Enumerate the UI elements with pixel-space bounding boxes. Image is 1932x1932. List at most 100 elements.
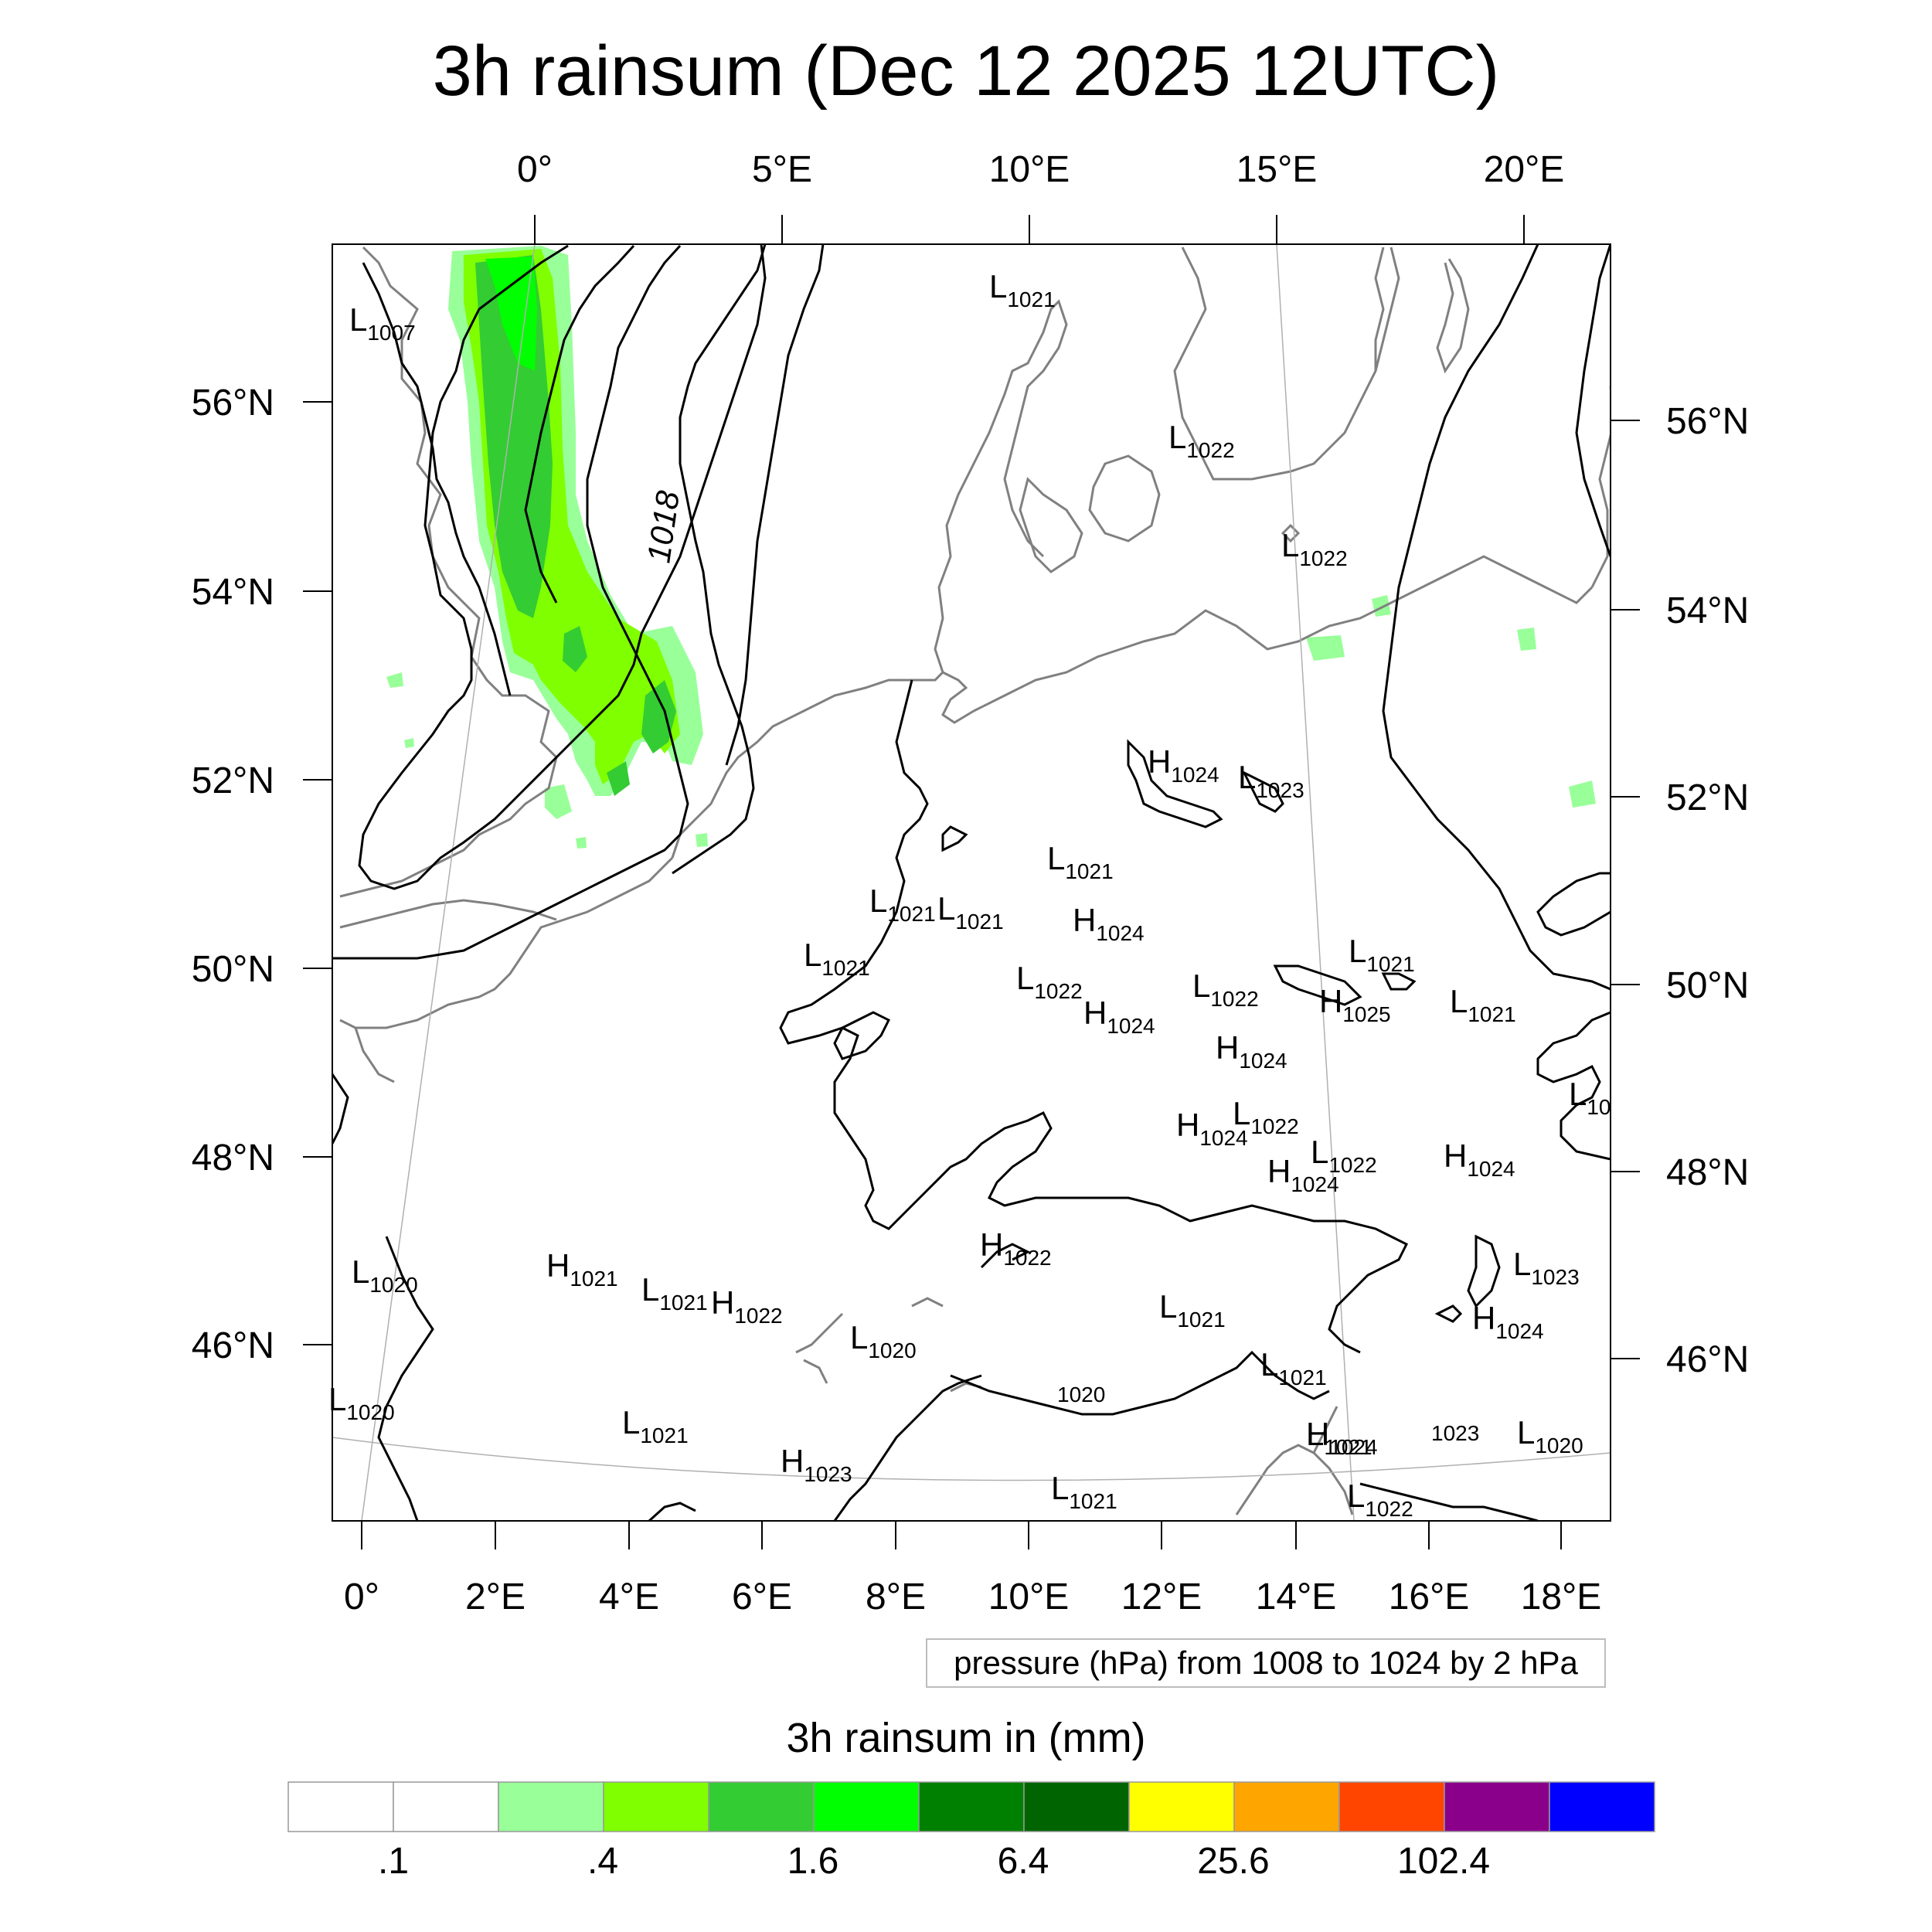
- isobar-11: [1127, 739, 1223, 828]
- colorbar-title: 3h rainsum in (mm): [786, 1715, 1146, 1761]
- pressure-center-label: L1022: [1347, 1478, 1413, 1521]
- map-title: 3h rainsum (Dec 12 2025 12UTC): [432, 32, 1500, 111]
- isobar-18: [833, 1374, 982, 1521]
- pressure-center-label: H1024: [1444, 1138, 1515, 1181]
- pressure-center-label: L10: [1569, 1076, 1611, 1119]
- colorbar-box: [603, 1781, 709, 1832]
- bottom-lon-label: 18°E: [1521, 1577, 1602, 1617]
- coast-bornholm: [1281, 523, 1301, 543]
- pressure-center-label: L1021: [804, 937, 870, 980]
- pressure-center-label: 1023: [1431, 1421, 1479, 1445]
- right-lat-label: 48°N: [1666, 1152, 1749, 1193]
- left-lat-label: 48°N: [192, 1138, 274, 1179]
- graticule: [332, 244, 1611, 1521]
- bottom-lon-label: 12°E: [1121, 1577, 1202, 1617]
- right-lat-label: 54°N: [1666, 590, 1749, 631]
- isobar-10: [941, 825, 968, 852]
- pressure-center-label: H1024: [1472, 1300, 1544, 1343]
- contour-info-box: pressure (hPa) from 1008 to 1024 by 2 hP…: [926, 1638, 1606, 1688]
- coast-baltic-south: [973, 555, 1594, 713]
- coast-sweden-east: [1374, 247, 1400, 372]
- left-lat-label: 52°N: [192, 760, 274, 801]
- map-frame: [332, 243, 1611, 1522]
- isobar-26: [1575, 244, 1611, 557]
- pressure-center-label: H1024: [1176, 1107, 1248, 1150]
- isobars: [332, 244, 1611, 1521]
- colorbar-label: 25.6: [1197, 1841, 1269, 1882]
- pressure-center-label: L1021: [1306, 1416, 1372, 1459]
- coast-france-north: [339, 856, 674, 1029]
- coast-danish-islands: [1019, 477, 1083, 573]
- coast-zealand: [1088, 454, 1161, 543]
- isobar-2: [358, 244, 767, 890]
- bottom-lon-label: 4°E: [599, 1577, 659, 1617]
- isobar-21: [332, 1073, 349, 1145]
- top-lon-label: 10°E: [989, 149, 1070, 190]
- pressure-center-label: L1020: [850, 1319, 917, 1362]
- pressure-center-label: L1021: [989, 268, 1056, 311]
- coast-misc-3: [911, 1297, 944, 1308]
- left-lat-label: 50°N: [192, 949, 274, 990]
- coast-misc-1: [795, 1312, 844, 1354]
- pressure-center-label: L1007: [349, 301, 416, 345]
- left-lat-label: 46°N: [192, 1325, 274, 1366]
- colorbar-label: .4: [587, 1841, 618, 1882]
- pressure-center-label: L1022: [1192, 968, 1259, 1011]
- pressure-center-label: L1021: [869, 883, 936, 926]
- coast-jutland: [934, 299, 1068, 673]
- isobar-14: [1536, 1011, 1611, 1161]
- pressure-center-label: H1024: [1148, 743, 1219, 787]
- colorbar-box: [498, 1781, 604, 1832]
- colorbar-box: [1338, 1781, 1445, 1832]
- pressure-center-label: H1024: [1083, 995, 1155, 1038]
- coast-border-france: [354, 1027, 395, 1083]
- isobar-9: [833, 1011, 891, 1060]
- colorbar-box: [393, 1781, 499, 1832]
- right-lat-label: 46°N: [1666, 1339, 1749, 1380]
- pressure-center-label: 1020: [1057, 1383, 1105, 1406]
- coast-gotland: [1436, 258, 1470, 374]
- right-lat-label: 52°N: [1666, 777, 1749, 818]
- top-lon-label: 15°E: [1236, 149, 1318, 190]
- pressure-center-label: L1021: [641, 1271, 708, 1315]
- pressure-center-label: L1020: [352, 1253, 418, 1297]
- isobar-12: [1273, 964, 1362, 1006]
- coast-netherlands: [671, 679, 912, 859]
- colorbar-box: [918, 1781, 1025, 1832]
- isobar-7: [779, 679, 1409, 1354]
- top-lon-label: 0°: [517, 149, 553, 190]
- bottom-lon-label: 10°E: [988, 1577, 1070, 1617]
- pressure-center-label: H1022: [980, 1226, 1052, 1270]
- bottom-lon-label: 0°: [344, 1577, 379, 1617]
- isobar-3: [524, 244, 635, 604]
- pressure-center-label: L1022: [1233, 1095, 1299, 1138]
- coast-adriatic: [1235, 1444, 1354, 1515]
- isobar-6: [725, 244, 825, 766]
- pressure-center-label: L1021: [1051, 1470, 1117, 1513]
- isobar-1: [362, 262, 512, 696]
- coastlines: [339, 246, 1611, 1515]
- bottom-lon-axis: 0° 2°E 4°E 6°E 8°E 10°E 12°E 14°E 16°E 1…: [344, 1521, 1601, 1617]
- colorbar-box: [1444, 1781, 1550, 1832]
- pressure-center-label: H1024: [1073, 902, 1145, 945]
- bottom-lon-label: 16°E: [1389, 1577, 1470, 1617]
- isobar-5: [672, 244, 767, 875]
- colorbar-box: [1549, 1781, 1655, 1832]
- isobar-13: [1381, 972, 1417, 991]
- coast-britain-south: [339, 899, 557, 929]
- pressure-center-label: L1020: [328, 1381, 395, 1424]
- colorbar-box: [1233, 1781, 1340, 1832]
- pressure-center-label: L1021: [1260, 1346, 1327, 1389]
- isobar-23: [1536, 872, 1611, 937]
- top-lon-axis: 0° 5°E 10°E 15°E 20°E: [517, 149, 1564, 244]
- right-lat-label: 50°N: [1666, 965, 1749, 1006]
- left-lat-axis: 56°N 54°N 52°N 50°N 48°N 46°N: [192, 383, 332, 1366]
- coast-german-bight: [912, 671, 975, 724]
- colorbar-box: [1128, 1781, 1235, 1832]
- pressure-center-label: L1022: [1281, 527, 1348, 570]
- coast-misc-2: [803, 1359, 828, 1384]
- colorbar-box: [287, 1781, 394, 1832]
- pressure-center-label: L1020: [1517, 1414, 1583, 1458]
- pressure-center-label: H1024: [1216, 1029, 1287, 1073]
